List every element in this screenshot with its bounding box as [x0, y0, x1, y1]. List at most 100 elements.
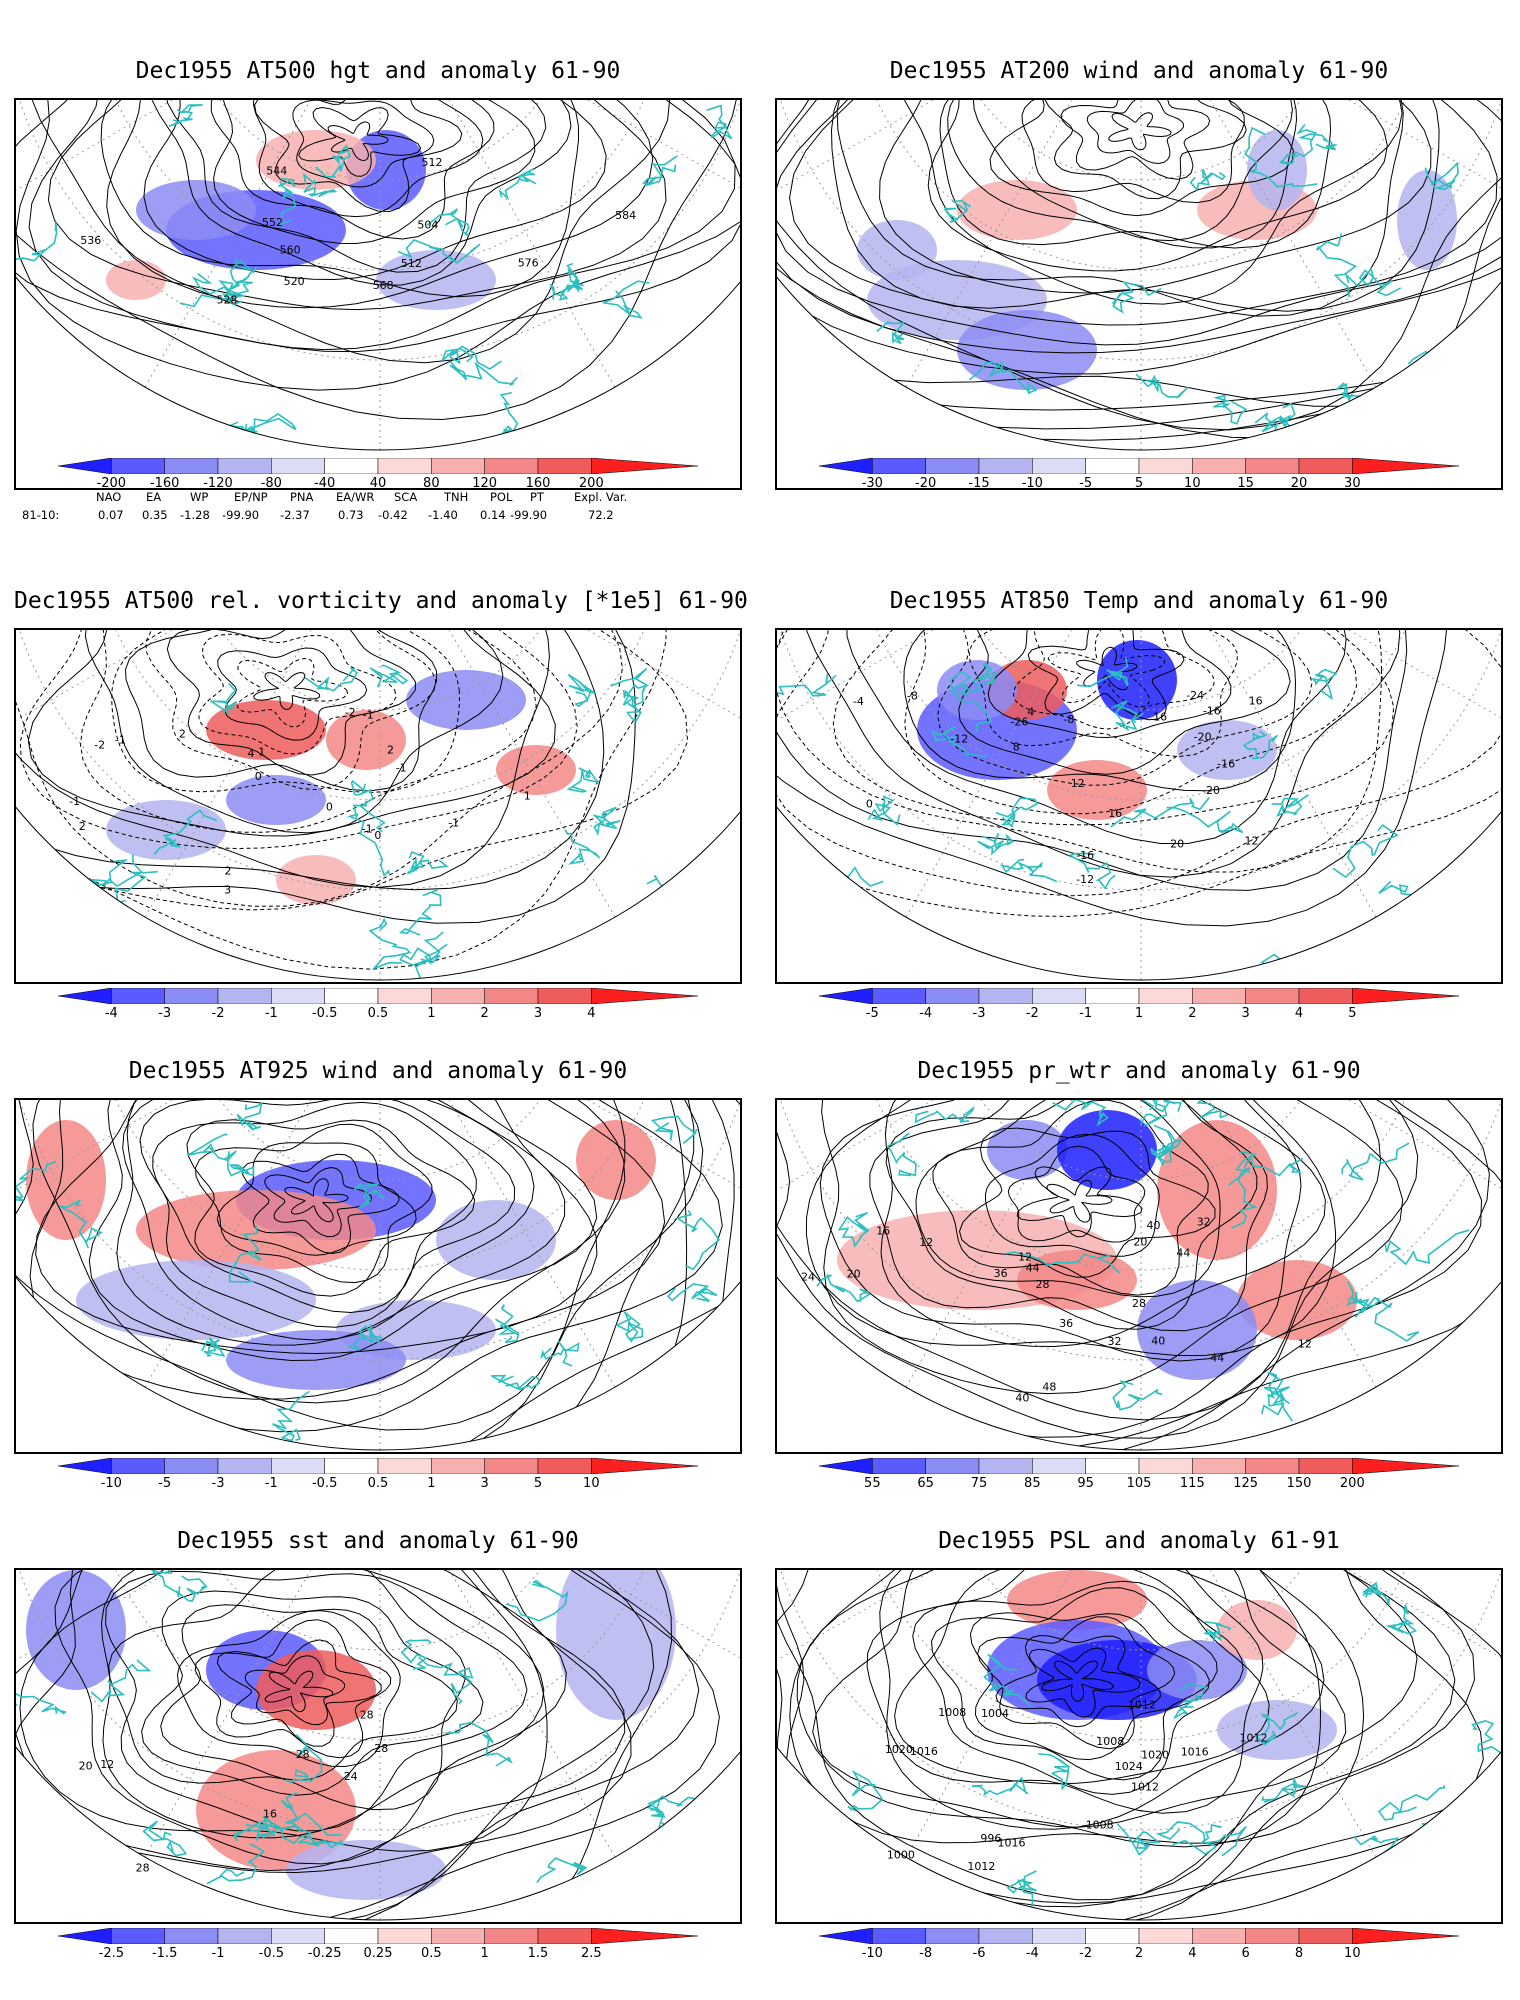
coastline — [499, 391, 519, 439]
coastline — [1332, 824, 1399, 879]
coastline — [559, 262, 584, 301]
contour-line — [143, 100, 607, 281]
contour-line — [930, 1587, 1218, 1781]
coastline — [281, 1791, 343, 1837]
contour-label: 24 — [344, 1770, 358, 1783]
colorbar-swatch — [819, 1458, 873, 1474]
colorbar-swatch — [1298, 458, 1353, 474]
contour-label: 4 — [248, 747, 255, 760]
colorbar-swatch — [925, 1458, 980, 1474]
coastline — [1438, 430, 1478, 450]
tele-row-label: 81-10: — [22, 508, 60, 522]
longitude-gridline — [144, 1570, 381, 1858]
colorbar-swatch — [111, 1928, 165, 1944]
contour-line — [958, 1127, 1216, 1278]
colorbar-tick-label: 125 — [1233, 1476, 1259, 1491]
colorbar-tick-label: 1 — [427, 1476, 436, 1491]
coastline — [876, 321, 905, 345]
coastline — [602, 280, 650, 319]
colorbar-swatch — [164, 1928, 219, 1944]
contour-line — [819, 1100, 1302, 1362]
contour-label: 36 — [1059, 1317, 1073, 1330]
coastline — [642, 155, 678, 187]
coastline — [867, 795, 901, 826]
panel-title: Dec1955 sst and anomaly 61-90 — [177, 1528, 579, 1554]
contour-line — [160, 1604, 458, 1781]
contour-line — [16, 1100, 740, 1450]
colorbar-labels: -30 -20 -15 -10 -5 5 10 15 20 30 — [819, 476, 1459, 494]
anomaly-blob — [136, 180, 256, 240]
contour-line — [1086, 100, 1185, 165]
contour-label: 1024 — [1115, 1760, 1143, 1773]
coastline — [777, 673, 837, 701]
tele-header: EA/WR — [336, 490, 375, 504]
colorbar-tick-label: 80 — [423, 476, 440, 491]
coastline — [971, 1776, 1030, 1797]
contour-label: 16 — [263, 1807, 277, 1820]
tele-header: POL — [490, 490, 513, 504]
longitude-gridline — [16, 630, 381, 746]
coastline — [1424, 161, 1460, 191]
panel-title: Dec1955 AT925 wind and anomaly 61-90 — [128, 1058, 628, 1084]
coastline — [1346, 1281, 1380, 1309]
contour-label: 40 — [1015, 1392, 1029, 1405]
contour-line — [252, 100, 484, 218]
coastline — [614, 1311, 644, 1343]
colorbar-swatch — [1138, 988, 1193, 1004]
contour-line — [254, 100, 463, 213]
contour-line — [19, 630, 578, 850]
anomaly-blob — [1137, 1280, 1257, 1380]
coastline — [16, 1791, 60, 1818]
contour-line — [1108, 112, 1172, 151]
contour-line — [79, 630, 537, 833]
map-plot: -24 -20 -16 -20 -16 -12 -8 -26 -12 -8 -4 0 4 8 12 16 20 1… — [775, 628, 1503, 984]
contour-label: 40 — [1147, 1219, 1161, 1232]
colorbar-swatch — [217, 1928, 272, 1944]
contour-line — [264, 1166, 372, 1238]
panel-title: Dec1955 pr_wtr and anomaly 61-90 — [917, 1058, 1361, 1084]
contour-label: 2 — [225, 864, 232, 877]
coastline — [1254, 1711, 1299, 1746]
contour-line — [164, 100, 547, 273]
colorbar-swatch — [431, 988, 485, 1004]
colorbar-tick-label: -2.5 — [98, 1946, 125, 1961]
anomaly-blob — [1047, 760, 1147, 820]
coastline — [285, 1733, 323, 1784]
contour-label: -16 — [1076, 849, 1094, 862]
contour-label: 504 — [417, 219, 438, 232]
coastline — [566, 767, 600, 793]
anomaly-blob — [436, 1200, 556, 1280]
colorbar-tick-label: -3 — [972, 1006, 986, 1021]
colorbar-tick-label: 10 — [583, 1476, 600, 1491]
contour-label: 512 — [422, 156, 443, 169]
contour-line — [166, 630, 416, 776]
colorbar-tick-label: -30 — [861, 476, 883, 491]
coastline — [179, 273, 235, 308]
coastline — [406, 851, 449, 875]
coastline — [494, 1304, 520, 1344]
panel-sst: Dec1955 sst and anomaly 61-90 28 24 16 12 20… — [14, 1528, 742, 1968]
contour-line — [777, 1570, 1456, 1908]
colorbar-tick-label: 75 — [970, 1476, 988, 1491]
coastline — [567, 673, 596, 708]
anomaly-blob — [556, 1570, 676, 1720]
contour-label: 28 — [374, 1742, 388, 1755]
colorbar-tick-label: 4 — [587, 1006, 596, 1021]
tele-value: 0.73 — [338, 508, 364, 522]
contour-line — [927, 100, 1388, 272]
coastline — [1341, 1142, 1410, 1181]
anomaly-blob — [1147, 1640, 1247, 1700]
contour-label: 1004 — [981, 1707, 1009, 1720]
contour-line — [977, 1616, 1176, 1750]
anomaly-blob — [206, 700, 326, 760]
coastline — [1375, 948, 1426, 980]
contour-label: 16 — [1153, 711, 1167, 724]
longitude-gridline — [144, 100, 381, 388]
coastline — [1260, 953, 1292, 980]
panel-at925-wind: Dec1955 AT925 wind and anomaly 61-90 -10… — [14, 1058, 742, 1498]
contour-line — [284, 1178, 349, 1223]
contour-line — [995, 1634, 1162, 1728]
tele-header: Expl. Var. — [574, 490, 628, 504]
coastline — [536, 1857, 588, 1883]
map-svg — [777, 100, 1501, 451]
